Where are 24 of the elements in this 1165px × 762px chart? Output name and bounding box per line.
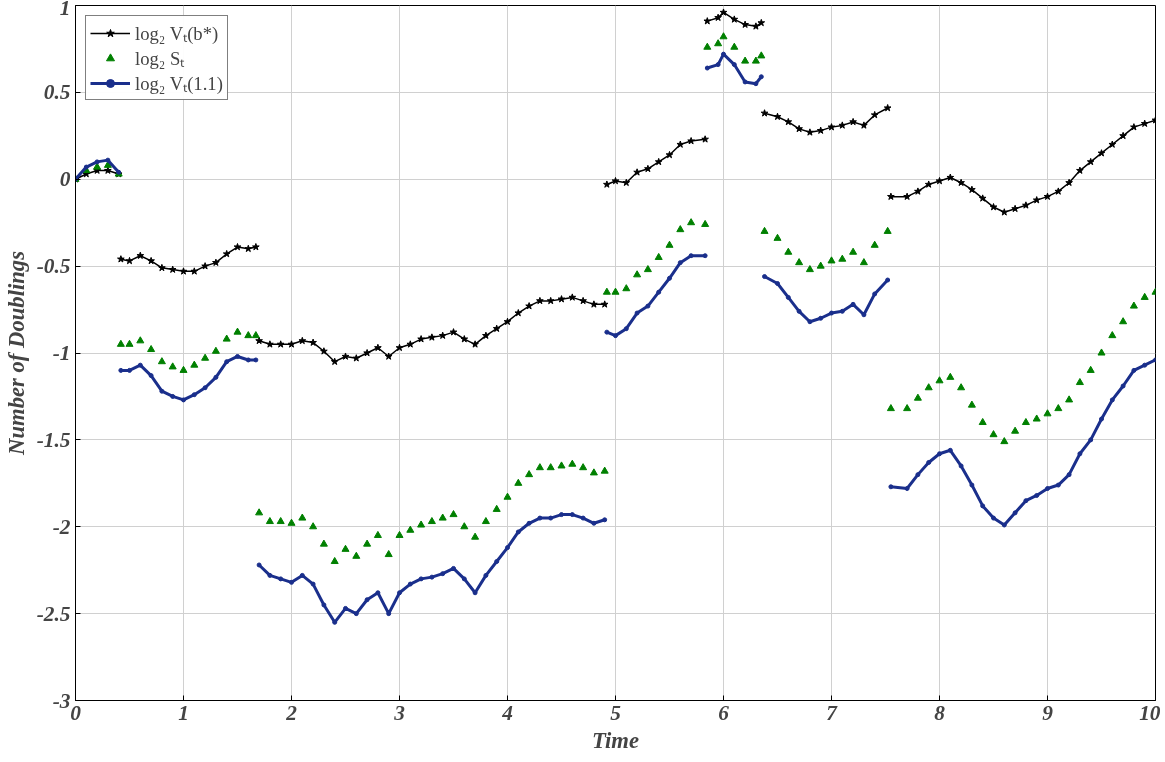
x-tick-label: 8 (934, 700, 946, 725)
legend-label: log₂ Vₜ(1.1) (135, 72, 223, 95)
x-tick-label: 5 (610, 700, 622, 725)
x-tick-label: 4 (501, 700, 514, 725)
x-tick-label: 3 (393, 700, 406, 725)
x-tick-label: 7 (826, 700, 839, 725)
x-tick-label: 1 (178, 700, 189, 725)
y-tick-label: 1 (59, 0, 71, 20)
x-tick-label: 9 (1042, 700, 1054, 725)
y-tick-label: -2.5 (36, 601, 71, 626)
y-tick-label: 0.5 (43, 80, 71, 105)
x-tick-label: 10 (1139, 700, 1161, 725)
y-tick-label: -1.5 (36, 427, 71, 452)
x-tick-label: 2 (285, 700, 298, 725)
x-tick-label: 6 (718, 700, 730, 725)
y-tick-label: 0 (59, 167, 71, 192)
y-tick-label: -2 (52, 514, 71, 539)
legend-label: log₂ Vₜ(b*) (135, 22, 219, 45)
x-axis-title: Time (592, 727, 639, 753)
y-tick-label: -1 (52, 341, 71, 365)
y-tick-label: -3 (52, 688, 71, 713)
y-axis-title: Number of Doublings (3, 250, 29, 456)
y-tick-label: -0.5 (36, 254, 71, 279)
legend-label: log₂ Sₜ (135, 47, 185, 70)
